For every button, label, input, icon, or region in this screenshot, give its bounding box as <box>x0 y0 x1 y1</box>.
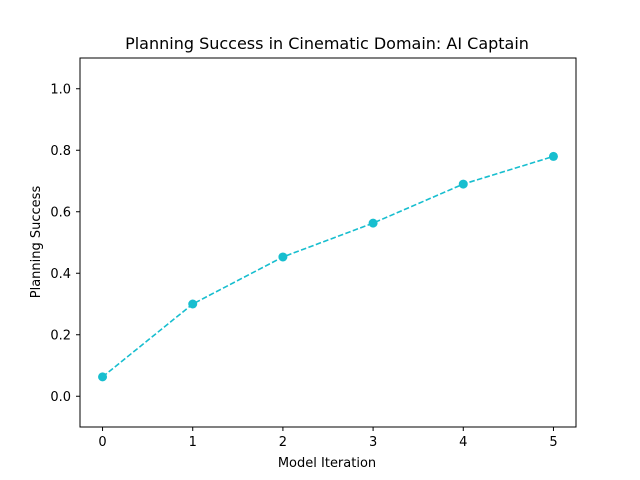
data-point <box>548 151 558 161</box>
chart-title: Planning Success in Cinematic Domain: AI… <box>125 34 529 53</box>
x-axis-label: Model Iteration <box>278 456 376 471</box>
data-point <box>98 372 108 382</box>
y-tick-label: 0.2 <box>50 328 71 343</box>
x-tick-label: 3 <box>369 435 377 450</box>
x-axis-ticks: 0 1 2 3 4 5 <box>98 427 558 450</box>
y-tick-label: 0.4 <box>50 267 71 282</box>
data-point <box>188 299 198 309</box>
series-markers <box>98 151 558 382</box>
y-tick-label: 0.6 <box>50 205 71 220</box>
plot-area <box>79 57 577 428</box>
x-tick-label: 2 <box>279 435 287 450</box>
x-tick-label: 5 <box>549 435 557 450</box>
y-axis-label: Planning Success <box>29 186 44 299</box>
data-point <box>458 179 468 189</box>
series-line <box>102 155 554 378</box>
x-tick-label: 1 <box>189 435 197 450</box>
y-tick-label: 0.0 <box>50 390 71 405</box>
data-point <box>278 252 288 262</box>
y-tick-label: 0.8 <box>50 144 71 159</box>
x-tick-label: 0 <box>98 435 106 450</box>
y-tick-label: 1.0 <box>50 82 71 97</box>
data-point <box>368 218 378 228</box>
y-axis-ticks: 0.0 0.2 0.4 0.6 0.8 1.0 <box>50 82 80 405</box>
x-tick-label: 4 <box>459 435 467 450</box>
